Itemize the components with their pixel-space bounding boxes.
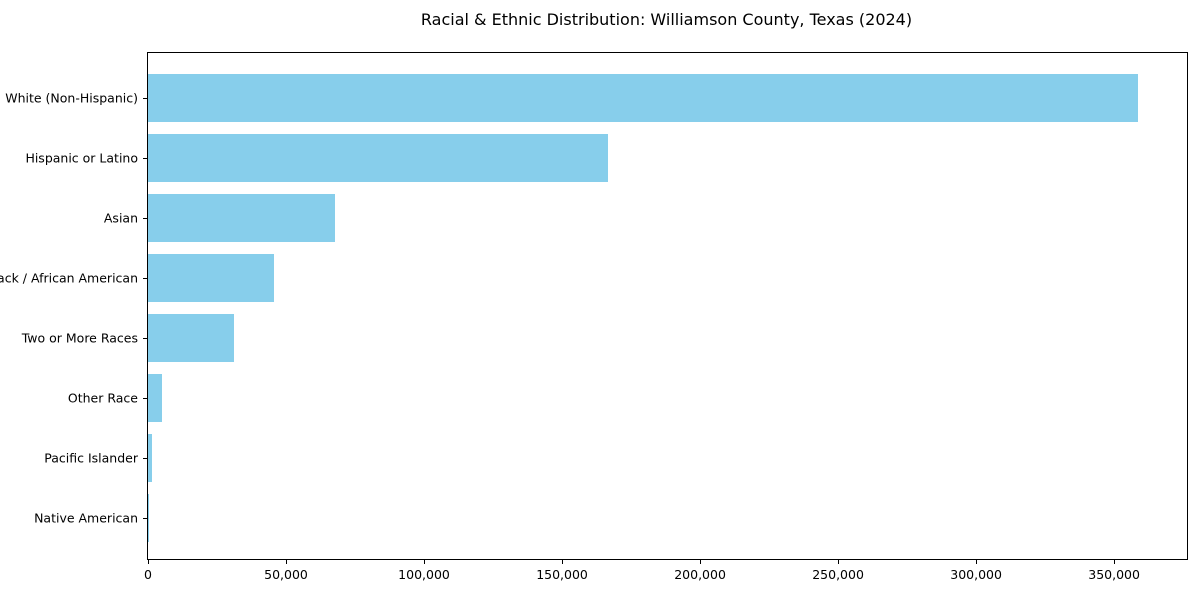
y-axis-label: Pacific Islander [44,450,138,466]
x-axis-label: 300,000 [950,567,1002,582]
y-axis-tick [143,158,148,159]
y-axis-label: Other Race [67,390,138,406]
y-axis-tick [143,518,148,519]
y-axis-tick [143,218,148,219]
bar-black-african-american [148,254,274,302]
y-axis-label: White (Non-Hispanic) [5,90,138,106]
bar-asian [148,194,335,242]
bar-native-american [148,494,149,542]
x-axis-label: 100,000 [398,567,450,582]
x-axis-tick [1114,559,1116,564]
bar-pacific-islander [148,434,152,482]
x-axis-label: 50,000 [264,567,308,582]
x-axis-label: 150,000 [536,567,588,582]
y-axis-label: Black / African American [0,270,138,286]
y-axis-tick [143,338,148,339]
y-axis-tick [143,458,148,459]
x-axis-label: 200,000 [674,567,726,582]
y-axis-label: Asian [103,210,138,226]
x-axis-label: 0 [144,567,152,582]
x-axis-tick [148,559,149,564]
y-axis-label: Hispanic or Latino [25,150,138,166]
chart-title: Racial & Ethnic Distribution: Williamson… [420,10,913,29]
x-axis-tick [976,559,978,564]
x-axis-tick [286,559,288,564]
y-axis-tick [143,398,148,399]
x-axis-label: 350,000 [1088,567,1140,582]
x-axis-tick [562,559,564,564]
x-axis-tick [838,559,840,564]
y-axis-tick [143,98,148,99]
x-axis-tick [700,559,702,564]
bar-two-or-more-races [148,314,235,362]
x-axis-label: 250,000 [812,567,864,582]
x-axis-tick [424,559,426,564]
y-axis-label: Two or More Races [21,330,138,346]
y-axis-label: Native American [34,510,138,526]
bar-other-race [148,374,162,422]
bar-white-non-hispanic [148,74,1138,122]
bar-hispanic-or-latino [148,134,609,182]
plot-area: White (Non-Hispanic) Hispanic or Latino As… [0,52,1188,582]
y-axis-tick [143,278,148,279]
